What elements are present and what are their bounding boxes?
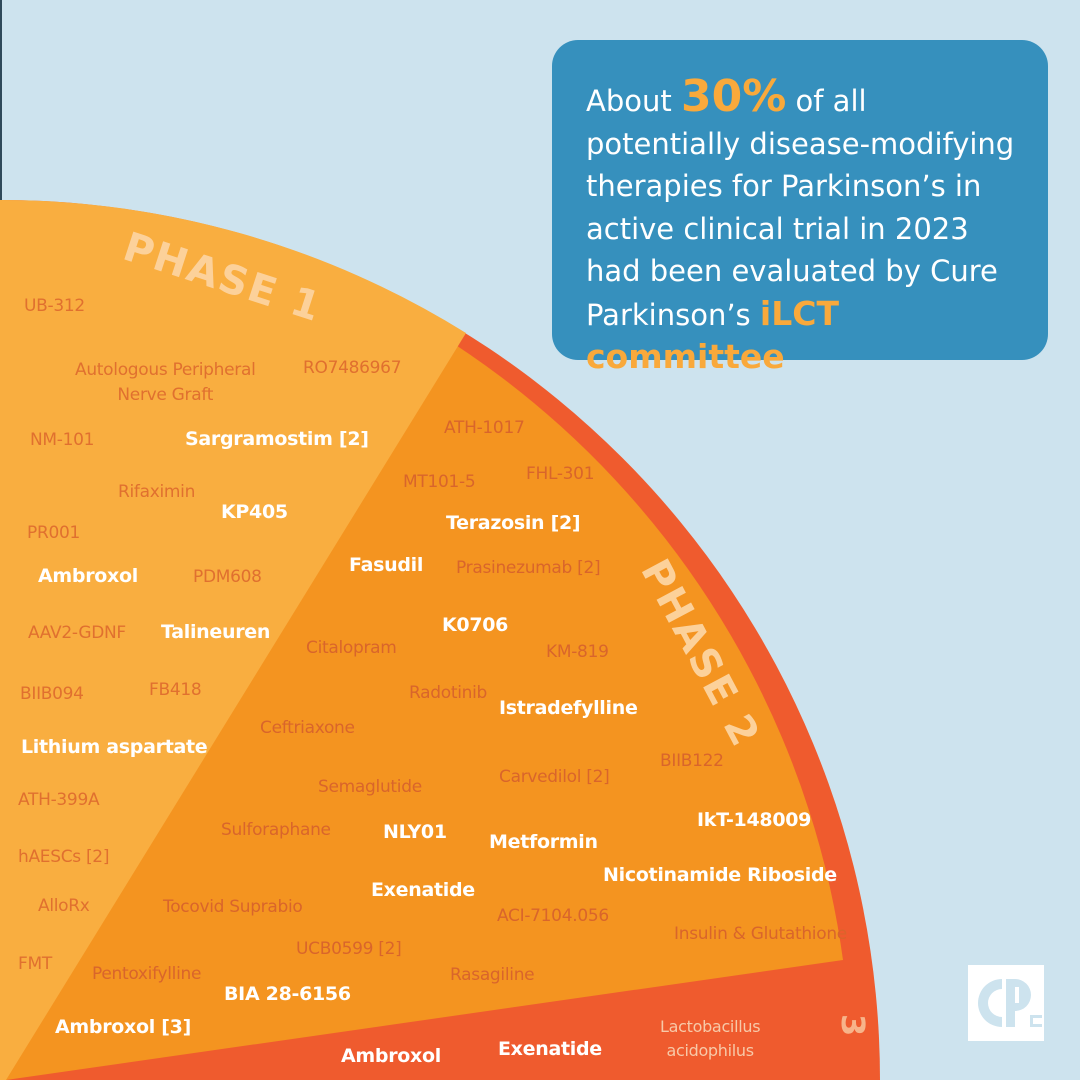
drug-label: K0706 <box>442 614 509 636</box>
callout-prefix: About <box>586 84 672 118</box>
drug-label: BIIB094 <box>20 684 84 704</box>
drug-label: Tocovid Suprabio <box>163 897 303 917</box>
drug-label: Prasinezumab [2] <box>456 558 601 578</box>
drug-label: Pentoxifylline <box>92 964 202 984</box>
drug-label: KM-819 <box>546 642 609 662</box>
cure-parkinsons-logo-icon <box>968 965 1044 1041</box>
drug-label: BIIB122 <box>660 751 724 771</box>
drug-label: Ambroxol <box>341 1045 441 1067</box>
drug-label: Ambroxol <box>38 565 138 587</box>
drug-label: ATH-1017 <box>444 418 525 438</box>
callout-percent: 30% <box>680 71 787 122</box>
drug-label: FHL-301 <box>526 464 595 484</box>
drug-label: Fasudil <box>349 554 424 576</box>
drug-label: Istradefylline <box>499 697 638 719</box>
drug-label: Terazosin [2] <box>446 512 581 534</box>
drug-label: Talineuren <box>161 621 271 643</box>
phase1-region <box>0 199 466 1080</box>
drug-label: Carvedilol [2] <box>499 767 610 787</box>
drug-label: KP405 <box>221 501 288 523</box>
drug-label: Sulforaphane <box>221 820 331 840</box>
drug-label: AAV2-GDNF <box>28 623 126 643</box>
drug-label: UCB0599 [2] <box>296 939 402 959</box>
drug-label: Rasagiline <box>450 965 535 985</box>
drug-label: Ambroxol [3] <box>55 1016 191 1038</box>
drug-label: PR001 <box>27 523 81 543</box>
drug-label: hAESCs [2] <box>18 847 110 867</box>
drug-label: Lactobacillus acidophilus <box>660 1017 761 1060</box>
drug-label: BIA 28-6156 <box>224 983 351 1005</box>
drug-label: Radotinib <box>409 683 488 703</box>
drug-label: MT101-5 <box>403 472 476 492</box>
drug-label: Semaglutide <box>318 777 422 797</box>
drug-label: Rifaximin <box>118 482 196 502</box>
drug-label: Sargramostim [2] <box>185 428 369 450</box>
drug-label: Ceftriaxone <box>260 718 355 738</box>
callout-body: of all potentially disease-modifying the… <box>586 84 1015 332</box>
drug-label: AlloRx <box>38 896 90 916</box>
drug-label: UB-312 <box>24 296 85 316</box>
drug-label: FMT <box>18 954 52 974</box>
drug-label: FB418 <box>149 680 202 700</box>
drug-label: Citalopram <box>306 638 397 658</box>
callout-highlight: iLCT committee <box>586 293 839 377</box>
drug-label: Lithium aspartate <box>21 736 208 758</box>
drug-label: Insulin & Glutathione <box>674 924 847 944</box>
drug-label: Metformin <box>489 831 598 853</box>
drug-label: Exenatide <box>371 879 475 901</box>
drug-label: ATH-399A <box>18 790 100 810</box>
drug-label: Exenatide <box>498 1038 602 1060</box>
drug-label: Autologous Peripheral Nerve Graft <box>75 360 256 405</box>
drug-label: NM-101 <box>30 430 95 450</box>
statistic-callout: About 30% of all potentially disease-mod… <box>552 40 1048 376</box>
phase3-label: 3 <box>834 1014 872 1039</box>
drug-label: NLY01 <box>383 821 447 843</box>
drug-label: Nicotinamide Riboside <box>603 864 837 886</box>
drug-label: PDM608 <box>193 567 262 587</box>
drug-label: IkT-148009 <box>697 809 812 831</box>
drug-label: RO7486967 <box>303 358 402 378</box>
drug-label: ACI-7104.056 <box>497 906 609 926</box>
